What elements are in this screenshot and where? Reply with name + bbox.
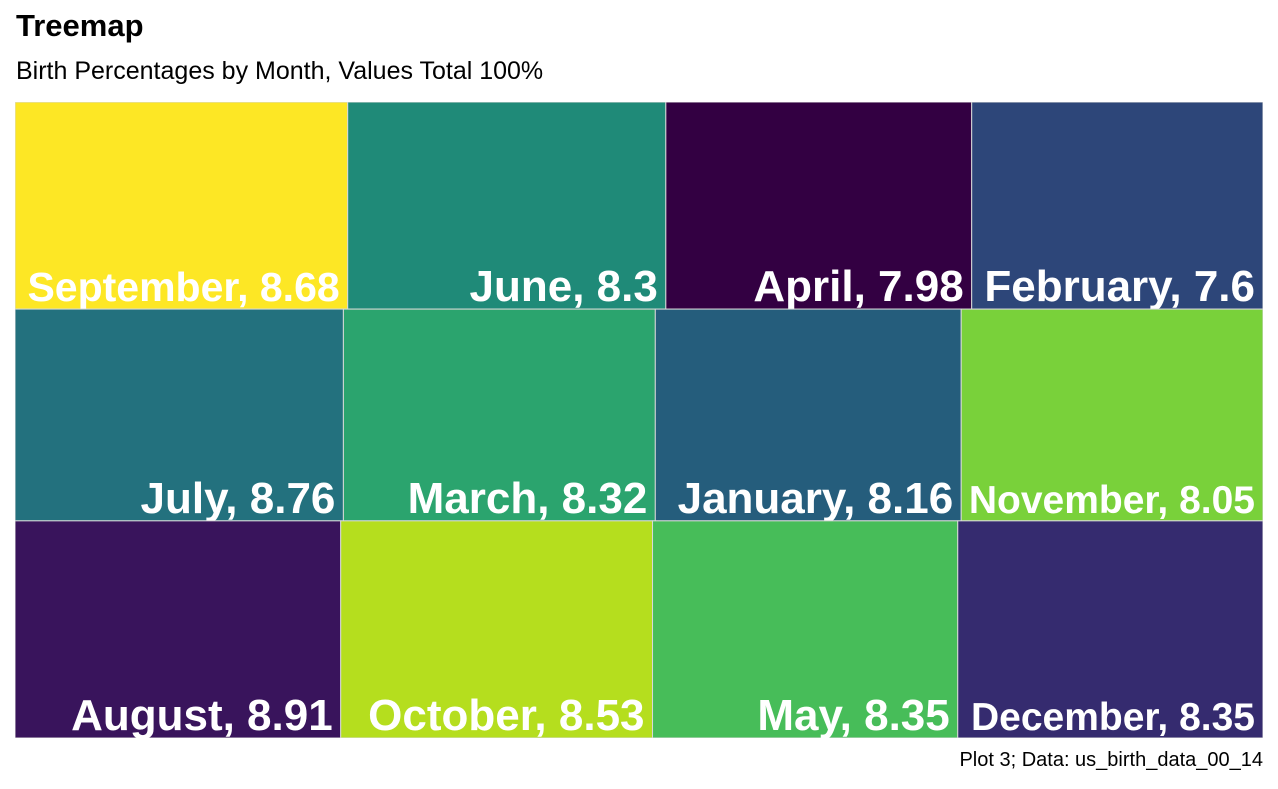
tile-label-july: July, 8.76 — [141, 474, 336, 523]
tile-label-september: September, 8.68 — [27, 264, 339, 310]
tile-label-october: October, 8.53 — [368, 691, 644, 738]
tile-december: December, 8.35 — [957, 520, 1263, 738]
tile-label-november: November, 8.05 — [969, 479, 1255, 522]
chart-caption: Plot 3; Data: us_birth_data_00_14 — [959, 749, 1263, 771]
tile-label-december: December, 8.35 — [971, 696, 1255, 738]
tile-july: July, 8.76 — [15, 308, 344, 523]
tile-rect-july — [15, 308, 344, 522]
tile-label-june: June, 8.3 — [470, 262, 658, 311]
chart-subtitle: Birth Percentages by Month, Values Total… — [16, 57, 544, 85]
tile-march: March, 8.32 — [342, 308, 656, 523]
tile-label-january: January, 8.16 — [678, 474, 954, 523]
tile-rect-september — [15, 102, 349, 310]
tile-label-march: March, 8.32 — [408, 474, 648, 523]
chart-title: Treemap — [16, 8, 144, 43]
tile-rect-may — [652, 520, 959, 738]
tile-february: February, 7.6 — [971, 102, 1263, 311]
tile-rect-october — [340, 520, 654, 738]
tile-label-april: April, 7.98 — [753, 262, 963, 311]
tile-rect-november — [960, 308, 1263, 522]
tile-may: May, 8.35 — [652, 520, 959, 738]
treemap-svg: September, 8.68 June, 8.3 April, 7.98 Febru… — [15, 102, 1263, 738]
tile-label-february: February, 7.6 — [984, 262, 1255, 311]
tile-january: January, 8.16 — [654, 308, 962, 523]
tile-september: September, 8.68 — [15, 102, 349, 310]
tile-rect-january — [654, 308, 962, 522]
tile-rect-december — [957, 520, 1263, 738]
tile-november: November, 8.05 — [960, 308, 1263, 522]
tile-label-august: August, 8.91 — [71, 691, 333, 738]
tile-october: October, 8.53 — [340, 520, 654, 738]
tile-june: June, 8.3 — [347, 102, 667, 311]
tile-rect-august — [15, 520, 342, 738]
tile-april: April, 7.98 — [665, 102, 973, 311]
tile-label-may: May, 8.35 — [757, 691, 949, 738]
tile-rect-february — [971, 102, 1263, 310]
tile-august: August, 8.91 — [15, 520, 342, 738]
treemap-plot: September, 8.68 June, 8.3 April, 7.98 Febru… — [15, 102, 1263, 738]
tile-rect-june — [347, 102, 667, 310]
